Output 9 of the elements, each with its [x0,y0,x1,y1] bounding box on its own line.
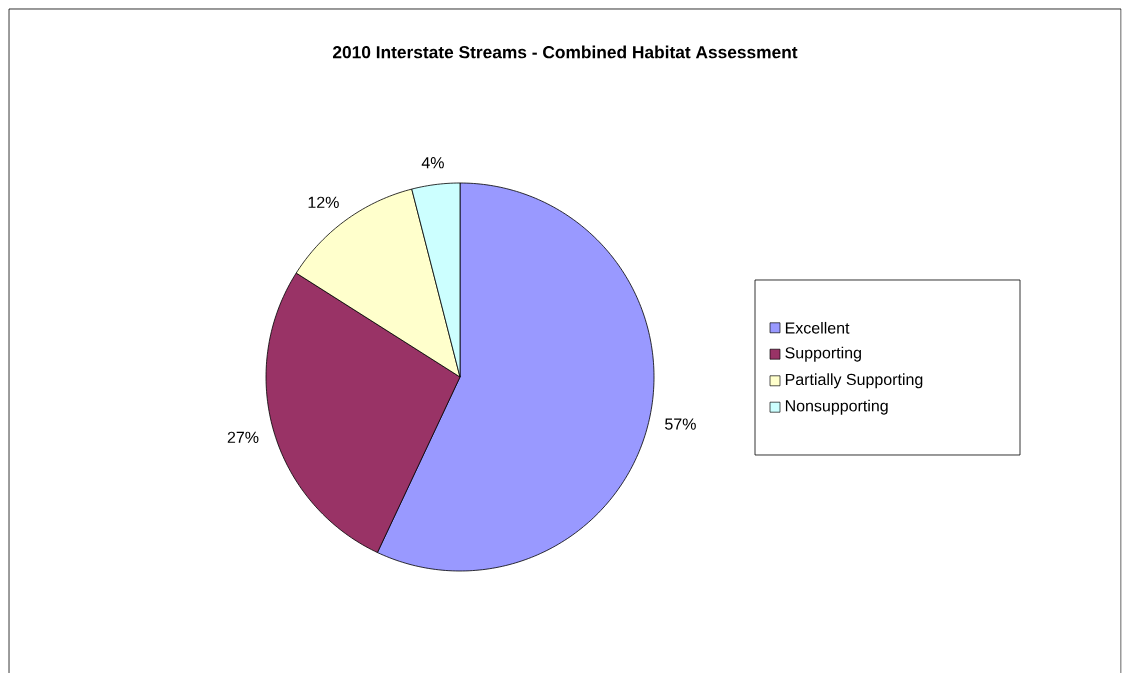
legend-label: Partially Supporting [785,373,923,389]
data-label: 27% [227,431,259,443]
legend-label: Supporting [785,346,861,362]
chart-title: 2010 Interstate Streams - Combined Habitat Assessment [332,45,798,59]
legend-label: Nonsupporting [785,399,888,415]
data-label: 12% [308,196,339,208]
legend-label: Excellent [785,321,850,334]
data-label: 4% [421,157,444,169]
data-label: 57% [665,418,696,430]
